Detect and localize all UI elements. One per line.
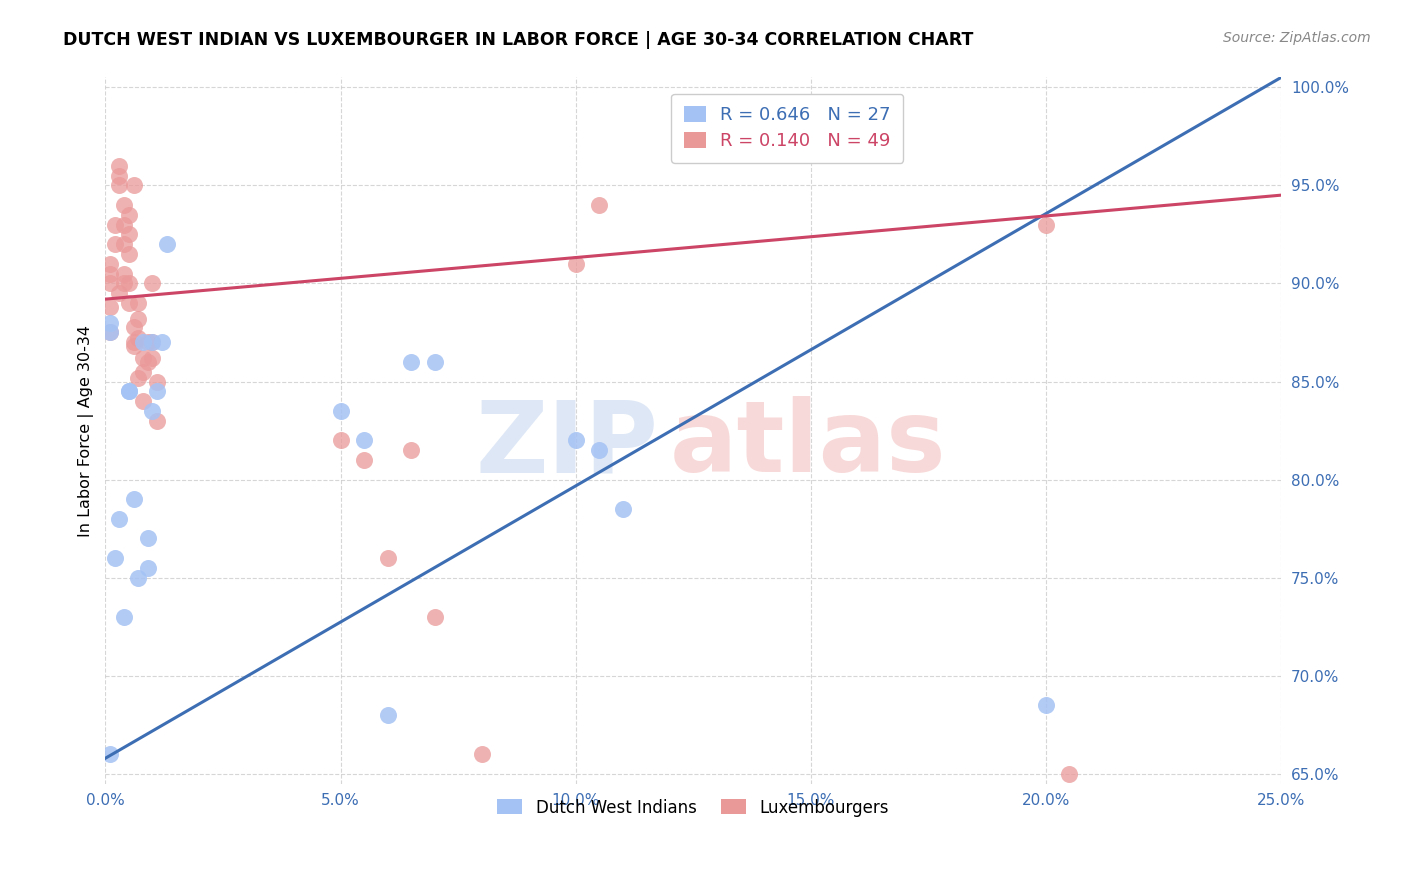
Point xyxy=(141,277,163,291)
Text: ZIP: ZIP xyxy=(475,396,658,493)
Point xyxy=(108,169,131,183)
Legend: Dutch West Indians, Luxembourgers: Dutch West Indians, Luxembourgers xyxy=(489,790,897,825)
Point xyxy=(471,747,494,762)
Point xyxy=(136,561,159,575)
Point xyxy=(127,370,149,384)
Point xyxy=(112,610,135,624)
Point xyxy=(122,339,145,353)
Point xyxy=(136,532,159,546)
Point xyxy=(108,178,131,193)
Point xyxy=(98,257,121,271)
Point xyxy=(353,453,375,467)
Point xyxy=(1035,698,1057,713)
Point xyxy=(118,384,141,399)
Point xyxy=(423,610,446,624)
Point xyxy=(146,414,169,428)
Point xyxy=(329,404,352,418)
Point xyxy=(104,237,127,252)
Point xyxy=(564,434,586,448)
Point xyxy=(612,502,634,516)
Point xyxy=(112,277,135,291)
Point xyxy=(108,159,131,173)
Point xyxy=(377,551,399,566)
Point xyxy=(141,404,163,418)
Point xyxy=(118,208,141,222)
Point xyxy=(98,277,121,291)
Point xyxy=(136,335,159,350)
Point xyxy=(122,319,145,334)
Point xyxy=(118,227,141,242)
Point xyxy=(122,178,145,193)
Point xyxy=(564,257,586,271)
Text: atlas: atlas xyxy=(669,396,946,493)
Text: Source: ZipAtlas.com: Source: ZipAtlas.com xyxy=(1223,31,1371,45)
Point xyxy=(399,355,422,369)
Point xyxy=(98,326,121,340)
Point xyxy=(132,335,155,350)
Point xyxy=(127,296,149,310)
Point xyxy=(141,335,163,350)
Point xyxy=(127,571,149,585)
Point xyxy=(353,434,375,448)
Point xyxy=(150,335,173,350)
Point xyxy=(588,443,610,458)
Y-axis label: In Labor Force | Age 30-34: In Labor Force | Age 30-34 xyxy=(79,325,94,537)
Point xyxy=(588,198,610,212)
Point xyxy=(141,351,163,365)
Text: DUTCH WEST INDIAN VS LUXEMBOURGER IN LABOR FORCE | AGE 30-34 CORRELATION CHART: DUTCH WEST INDIAN VS LUXEMBOURGER IN LAB… xyxy=(63,31,973,49)
Point xyxy=(108,512,131,526)
Point xyxy=(1059,767,1081,781)
Point xyxy=(118,247,141,261)
Point xyxy=(98,747,121,762)
Point xyxy=(104,551,127,566)
Point xyxy=(1035,218,1057,232)
Point xyxy=(132,394,155,409)
Point xyxy=(112,198,135,212)
Point xyxy=(108,286,131,301)
Point xyxy=(118,277,141,291)
Point xyxy=(423,355,446,369)
Point xyxy=(112,237,135,252)
Point xyxy=(146,375,169,389)
Point xyxy=(155,237,177,252)
Point xyxy=(127,311,149,326)
Point xyxy=(399,443,422,458)
Point xyxy=(118,384,141,399)
Point xyxy=(132,351,155,365)
Point xyxy=(98,316,121,330)
Point xyxy=(141,335,163,350)
Point xyxy=(122,335,145,350)
Point xyxy=(118,296,141,310)
Point xyxy=(112,218,135,232)
Point xyxy=(122,492,145,507)
Point xyxy=(98,326,121,340)
Point xyxy=(98,267,121,281)
Point xyxy=(377,708,399,723)
Point xyxy=(136,355,159,369)
Point xyxy=(104,218,127,232)
Point xyxy=(112,267,135,281)
Point xyxy=(329,434,352,448)
Point xyxy=(98,300,121,314)
Point xyxy=(127,331,149,345)
Point xyxy=(146,384,169,399)
Point xyxy=(132,365,155,379)
